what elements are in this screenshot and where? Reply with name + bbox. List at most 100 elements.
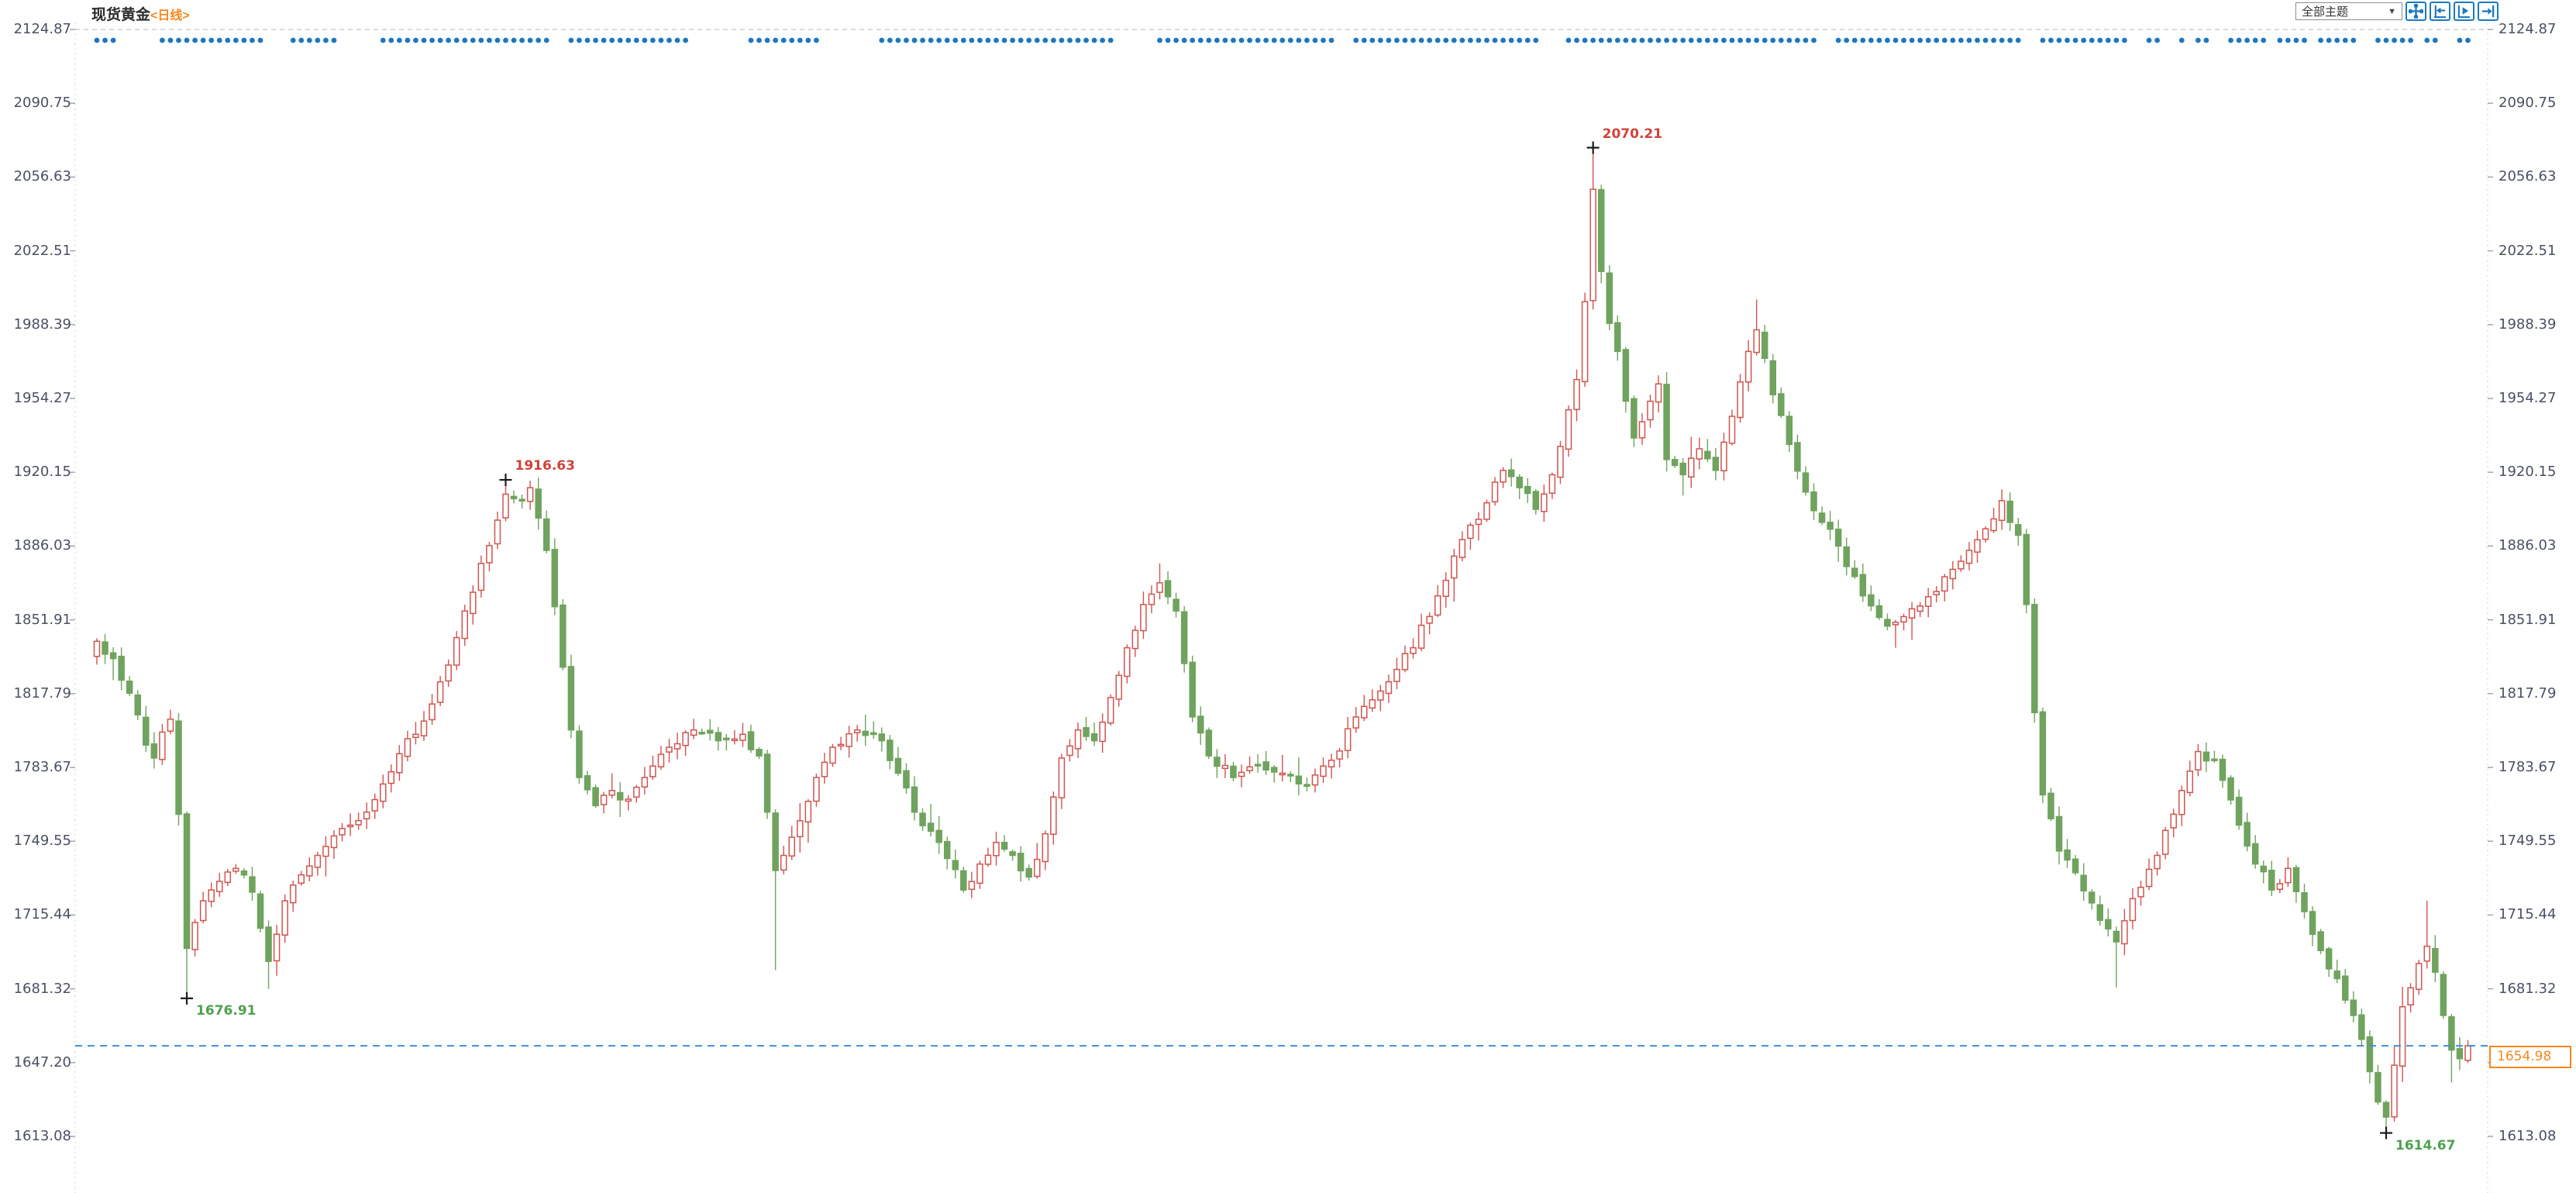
candle-body [2113,930,2120,943]
candle-body [2006,500,2013,523]
event-dot [470,37,476,43]
event-dot [2334,37,2340,43]
candle-body [1786,415,1793,446]
candle-body [216,881,223,892]
candle-body [2145,868,2153,888]
event-dot [429,37,435,43]
candle-body [2276,883,2284,891]
candle-body [1941,576,1948,592]
chart-title: 现货黄金<日线> [91,3,190,24]
candle-body [281,900,288,936]
candle-body [1328,759,1335,767]
candle-body [1720,441,1727,471]
event-dot [306,37,312,43]
event-dot [625,37,632,43]
event-dot [1206,37,1212,43]
candle-body [273,933,281,962]
candle-body [2015,524,2022,536]
event-dot [1680,37,1686,43]
theme-dropdown[interactable]: 全部主题 ▼ [2295,2,2402,20]
candle-body [829,746,836,764]
candle-body [322,846,329,857]
candle-body [404,738,412,757]
candle-body [968,881,976,891]
event-dot [887,37,893,43]
y-axis-label-right: 1613.08 [2499,1128,2557,1144]
candle-body [1507,469,1515,478]
candle-body [715,732,722,742]
event-dot [527,37,533,43]
candle-body [1704,450,1711,460]
y-axis-label-left: 2124.87 [13,21,71,37]
candle-body [1892,621,1899,626]
event-dot [160,37,165,43]
candle-body [494,519,501,545]
event-dot [1844,37,1850,43]
pan-crosshair-icon [2409,4,2423,19]
candle-body [1737,381,1744,419]
candle-body [118,655,125,681]
candle-body [707,729,714,734]
candle-body [1197,715,1204,734]
pan-crosshair-button[interactable] [2406,2,2426,21]
event-dot [1328,37,1334,43]
event-dot [1917,37,1923,43]
candle-body [2399,1006,2406,1067]
candle-body [2105,919,2112,930]
dropdown-arrow-icon: ▼ [2388,6,2396,16]
event-dot [1386,37,1392,43]
instrument-name: 现货黄金 [91,7,151,23]
candle-body [657,753,665,767]
event-dot [2244,37,2251,43]
candle-body [2333,970,2340,980]
event-dot [2154,37,2161,43]
candle-body [1214,757,1221,767]
candles-layer [93,147,2471,1133]
y-axis-label-left: 1647.20 [13,1053,71,1071]
event-dot [1754,37,1760,43]
event-dot [494,37,501,43]
event-dot [814,37,819,43]
candle-body [1369,699,1376,709]
candle-body [339,828,346,836]
candle-body [363,811,370,819]
event-dot [2285,37,2291,43]
candle-body [429,703,436,721]
candle-body [1573,378,1580,410]
candle-body [2432,947,2439,973]
event-dot [2178,37,2185,43]
event-dot [388,37,394,43]
candle-body [1377,690,1384,701]
event-dot [895,37,901,43]
candle-body [804,800,812,823]
candle-body [1712,457,1720,471]
last-price-badge: 1654.98 [2489,1046,2571,1069]
candle-body [976,863,983,884]
y-axis-label-right: 1886.03 [2499,537,2557,554]
candle-body [887,740,894,761]
candle-body [862,730,869,736]
candle-body [1761,331,1768,360]
event-dot [1222,37,1228,43]
y-axis-label-left: 2090.75 [13,95,71,112]
candle-body [1140,604,1147,632]
candle-body [1516,476,1523,488]
play-to-latest-button[interactable] [2454,2,2474,21]
fit-to-start-button[interactable] [2430,2,2450,21]
shift-right-button[interactable] [2478,2,2499,21]
event-dot [805,37,811,43]
y-axis-label-right: 1681.32 [2499,980,2557,997]
event-dot [1598,37,1604,43]
candle-body [2391,1064,2398,1118]
candle-body [2415,963,2423,990]
candle-body [780,854,787,871]
candle-body [1541,493,1548,512]
event-dot [2252,37,2258,43]
candle-body [1753,329,1760,353]
event-dot [1001,37,1007,43]
event-dot [2399,37,2406,43]
candle-body [257,893,264,929]
event-dot [977,37,983,43]
candle-body [1131,629,1139,650]
